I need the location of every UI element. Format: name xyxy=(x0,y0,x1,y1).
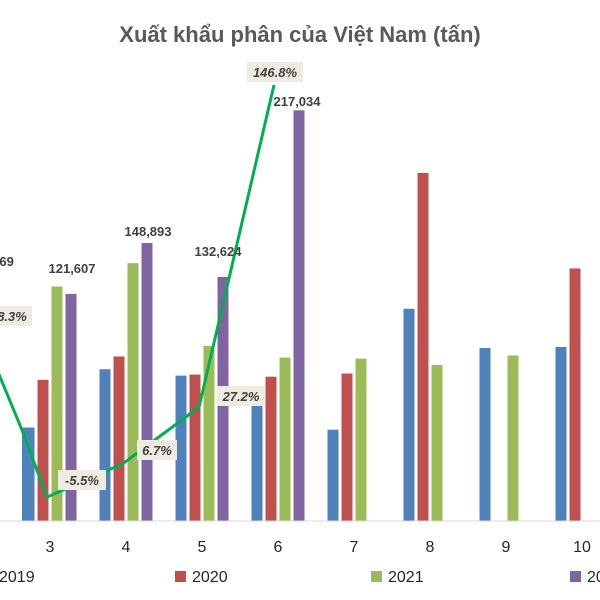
legend-label-2019: 2019 xyxy=(0,569,35,586)
x-tick-label: 5 xyxy=(198,539,207,556)
bar-2019-10 xyxy=(555,346,567,521)
bar-2020-8 xyxy=(417,172,429,521)
pct-label-4-box xyxy=(137,440,177,460)
bar-2019-5 xyxy=(175,375,187,521)
bar-2020-7 xyxy=(341,373,353,521)
bar-2019-4 xyxy=(99,369,111,521)
bar-2021-7 xyxy=(355,358,367,521)
pct-label-6-box xyxy=(247,62,303,82)
value-label-2: 069 xyxy=(0,254,14,269)
bar-2020-3 xyxy=(37,379,49,521)
legend: 2019 2020 2021 20 xyxy=(0,569,600,586)
bar-2022-6 xyxy=(293,110,305,521)
bar-2022-4 xyxy=(141,242,153,521)
legend-label-2021: 2021 xyxy=(388,569,424,586)
x-tick-label: 8 xyxy=(426,539,435,556)
x-tick-label: 9 xyxy=(502,539,511,556)
pct-label-6: 146.8% xyxy=(253,65,298,80)
bar-2020-10 xyxy=(569,268,581,521)
pct-label-5-box xyxy=(217,386,265,406)
value-label-4: 148,893 xyxy=(125,224,172,239)
x-tick-label: 7 xyxy=(350,539,359,556)
pct-label-5: 27.2% xyxy=(222,389,260,404)
legend-label-20: 20 xyxy=(587,569,600,586)
bar-edge-left xyxy=(22,427,33,521)
bars-group xyxy=(22,110,581,521)
pct-label-partial: 8.3% xyxy=(0,309,27,324)
legend-label-2020: 2020 xyxy=(192,569,228,586)
legend-swatch-2020 xyxy=(175,571,186,582)
data-labels-group: -5.5% 6.7% 27.2% 146.8% 8.3% 121,607 148,893 13… xyxy=(0,62,321,490)
pct-label-partial-box xyxy=(0,306,32,326)
chart-title: Xuất khẩu phân của Việt Nam (tấn) xyxy=(119,22,480,47)
bar-2021-4 xyxy=(127,263,139,521)
x-tick-label: 10 xyxy=(573,539,591,556)
bar-2021-5 xyxy=(203,345,215,521)
bar-2022-3 xyxy=(65,293,77,521)
x-tick-label: 3 xyxy=(46,539,55,556)
bar-2021-9 xyxy=(507,355,519,521)
x-tick-label: 4 xyxy=(122,539,131,556)
bar-2020-5 xyxy=(189,374,201,521)
legend-swatch-20 xyxy=(570,571,581,582)
value-label-6: 217,034 xyxy=(274,94,322,109)
bar-2020-4 xyxy=(113,356,125,521)
bar-2019-6 xyxy=(251,391,263,521)
pct-label-4: 6.7% xyxy=(142,443,172,458)
bar-2019-9 xyxy=(479,348,491,521)
x-tick-label: 6 xyxy=(274,539,283,556)
pct-label-3: -5.5% xyxy=(65,473,99,488)
bar-2019-8 xyxy=(403,308,415,521)
value-label-5: 132,624 xyxy=(195,244,243,259)
x-ticks-group: 3 4 5 6 7 8 9 10 xyxy=(46,539,591,556)
pct-label-3-box xyxy=(58,470,106,490)
bar-2021-6 xyxy=(279,357,291,521)
value-label-3: 121,607 xyxy=(49,261,96,276)
legend-swatch-2021 xyxy=(371,571,382,582)
bar-2020-6 xyxy=(265,376,277,521)
bar-2019-7 xyxy=(327,429,339,521)
bar-2021-3 xyxy=(51,286,63,521)
bar-2021-8 xyxy=(431,365,443,521)
